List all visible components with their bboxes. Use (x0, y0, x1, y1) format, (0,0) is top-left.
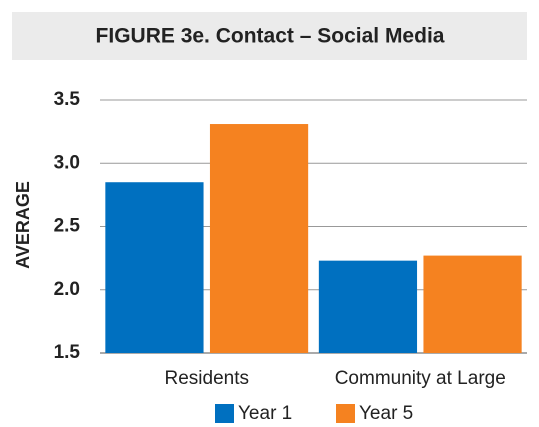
y-tick-label: 3.0 (54, 152, 80, 173)
title-band (12, 12, 527, 60)
legend-label: Year 5 (359, 403, 413, 424)
bar (209, 124, 309, 353)
x-tick-label: Residents (165, 368, 250, 389)
legend-label: Year 1 (238, 403, 292, 424)
chart-title: FIGURE 3e. Contact – Social Media (96, 25, 445, 48)
bar (318, 260, 418, 353)
y-tick-label: 2.0 (54, 279, 80, 300)
y-tick-label: 3.5 (54, 89, 81, 110)
y-tick-label: 1.5 (54, 342, 81, 363)
bar (105, 182, 204, 353)
legend-swatch (336, 404, 355, 423)
y-tick-label: 2.5 (54, 216, 81, 237)
legend-swatch (215, 404, 234, 423)
bar (423, 255, 522, 353)
y-axis-label: AVERAGE (13, 181, 33, 269)
x-tick-label: Community at Large (335, 368, 506, 389)
